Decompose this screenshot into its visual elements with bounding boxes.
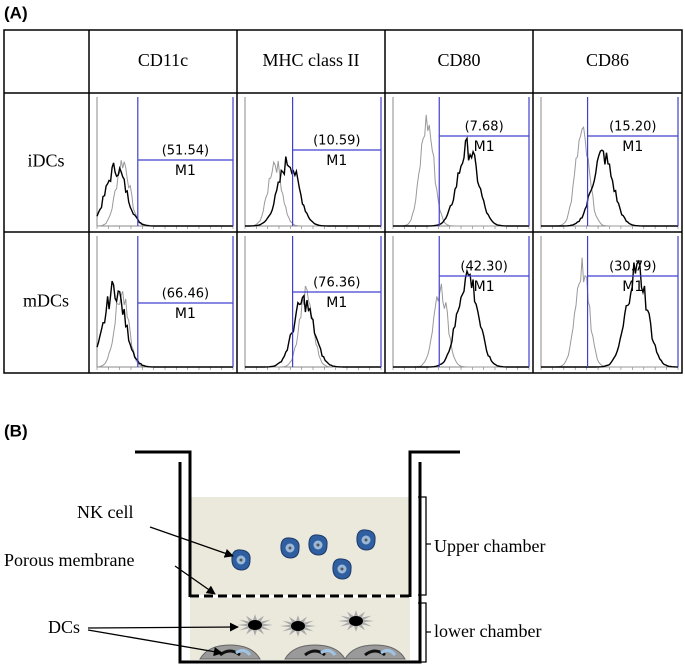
sample-curve — [393, 136, 529, 227]
sample-curve — [245, 156, 381, 227]
gate — [292, 236, 382, 367]
row-header: iDCs — [27, 151, 64, 171]
column-header: CD80 — [437, 50, 480, 70]
label: lower chamber — [434, 621, 541, 641]
axis — [96, 97, 233, 227]
histogram: (51.54) M1 — [96, 97, 234, 229]
control-curve — [541, 257, 678, 368]
gate-percent: (15.20) — [609, 120, 656, 135]
dc-nucleus — [349, 616, 363, 626]
nk-core — [288, 546, 292, 550]
histogram: (30.79) M1 — [540, 236, 679, 370]
nk-core — [340, 567, 344, 571]
axis — [540, 97, 678, 227]
arrow — [174, 565, 216, 595]
axis — [540, 236, 678, 368]
panel-label: (B) — [4, 421, 28, 440]
gate — [438, 97, 530, 226]
gate-percent: (10.59) — [313, 134, 360, 149]
adherent-nucleus — [364, 649, 386, 657]
histogram: (15.20) M1 — [540, 97, 679, 229]
table-border — [3, 29, 683, 374]
gate-name: M1 — [175, 306, 196, 322]
histogram: (76.36) M1 — [244, 236, 382, 370]
gate — [586, 97, 679, 226]
gate-name: M1 — [474, 279, 495, 295]
histogram: (7.68) M1 — [392, 97, 530, 229]
gate-name: M1 — [175, 163, 196, 179]
gate-percent: (7.68) — [465, 120, 504, 135]
gate — [438, 236, 530, 367]
arrow — [149, 526, 234, 558]
dc-nucleus — [291, 621, 305, 631]
label: NK cell — [77, 502, 133, 522]
panel-label: (A) — [4, 3, 28, 22]
histogram: (42.30) M1 — [392, 236, 530, 370]
adherent-inner — [320, 648, 337, 656]
well — [178, 462, 422, 664]
histogram: (66.46) M1 — [96, 236, 234, 370]
control-curve — [393, 114, 529, 227]
axis — [244, 97, 381, 227]
gate-name: M1 — [326, 153, 347, 169]
gate-percent: (30.79) — [609, 260, 656, 275]
arrow — [87, 629, 223, 657]
nk-core — [316, 543, 320, 547]
control-curve — [96, 160, 233, 227]
column-header: CD86 — [586, 50, 629, 70]
nk-core — [239, 558, 243, 562]
upper-medium — [190, 497, 410, 595]
gate — [586, 236, 679, 367]
brace — [418, 496, 431, 596]
arrow — [87, 622, 239, 632]
gate — [137, 97, 234, 226]
row-header: mDCs — [23, 291, 69, 311]
gate-name: M1 — [622, 279, 643, 295]
axis — [96, 236, 233, 368]
adherent-nucleus — [304, 649, 326, 657]
insert — [135, 450, 460, 597]
sample-curve — [96, 280, 233, 368]
control-curve — [245, 285, 381, 368]
sample-curve — [541, 149, 678, 227]
control-curve — [245, 160, 381, 227]
label: DCs — [48, 617, 80, 637]
adherent-inner — [235, 648, 252, 656]
label: Upper chamber — [434, 536, 545, 556]
column-header: MHC class II — [263, 50, 360, 70]
transwell-diagram: NK cell Porous membrane DCs Upper chambe… — [4, 450, 545, 664]
gate-name: M1 — [622, 139, 643, 155]
brace — [418, 602, 431, 663]
axis — [244, 236, 381, 368]
sample-curve — [541, 259, 679, 368]
gate-name: M1 — [474, 139, 495, 155]
gate — [137, 236, 234, 367]
gate-percent: (42.30) — [460, 260, 507, 275]
sample-curve — [245, 294, 381, 368]
gate-name: M1 — [326, 295, 347, 311]
sample-curve — [96, 162, 233, 227]
column-header: CD11c — [138, 50, 188, 70]
gate-percent: (51.54) — [162, 144, 209, 159]
sample-curve — [393, 268, 529, 368]
label: Porous membrane — [4, 550, 134, 570]
gate-percent: (76.36) — [313, 276, 360, 291]
adherent-inner — [380, 648, 397, 656]
nk-core — [364, 538, 368, 542]
gate — [292, 97, 382, 226]
control-curve — [541, 126, 678, 227]
axis — [392, 97, 529, 227]
dc-nucleus — [248, 620, 262, 630]
histogram: (10.59) M1 — [244, 97, 382, 229]
gate-percent: (66.46) — [162, 287, 209, 302]
